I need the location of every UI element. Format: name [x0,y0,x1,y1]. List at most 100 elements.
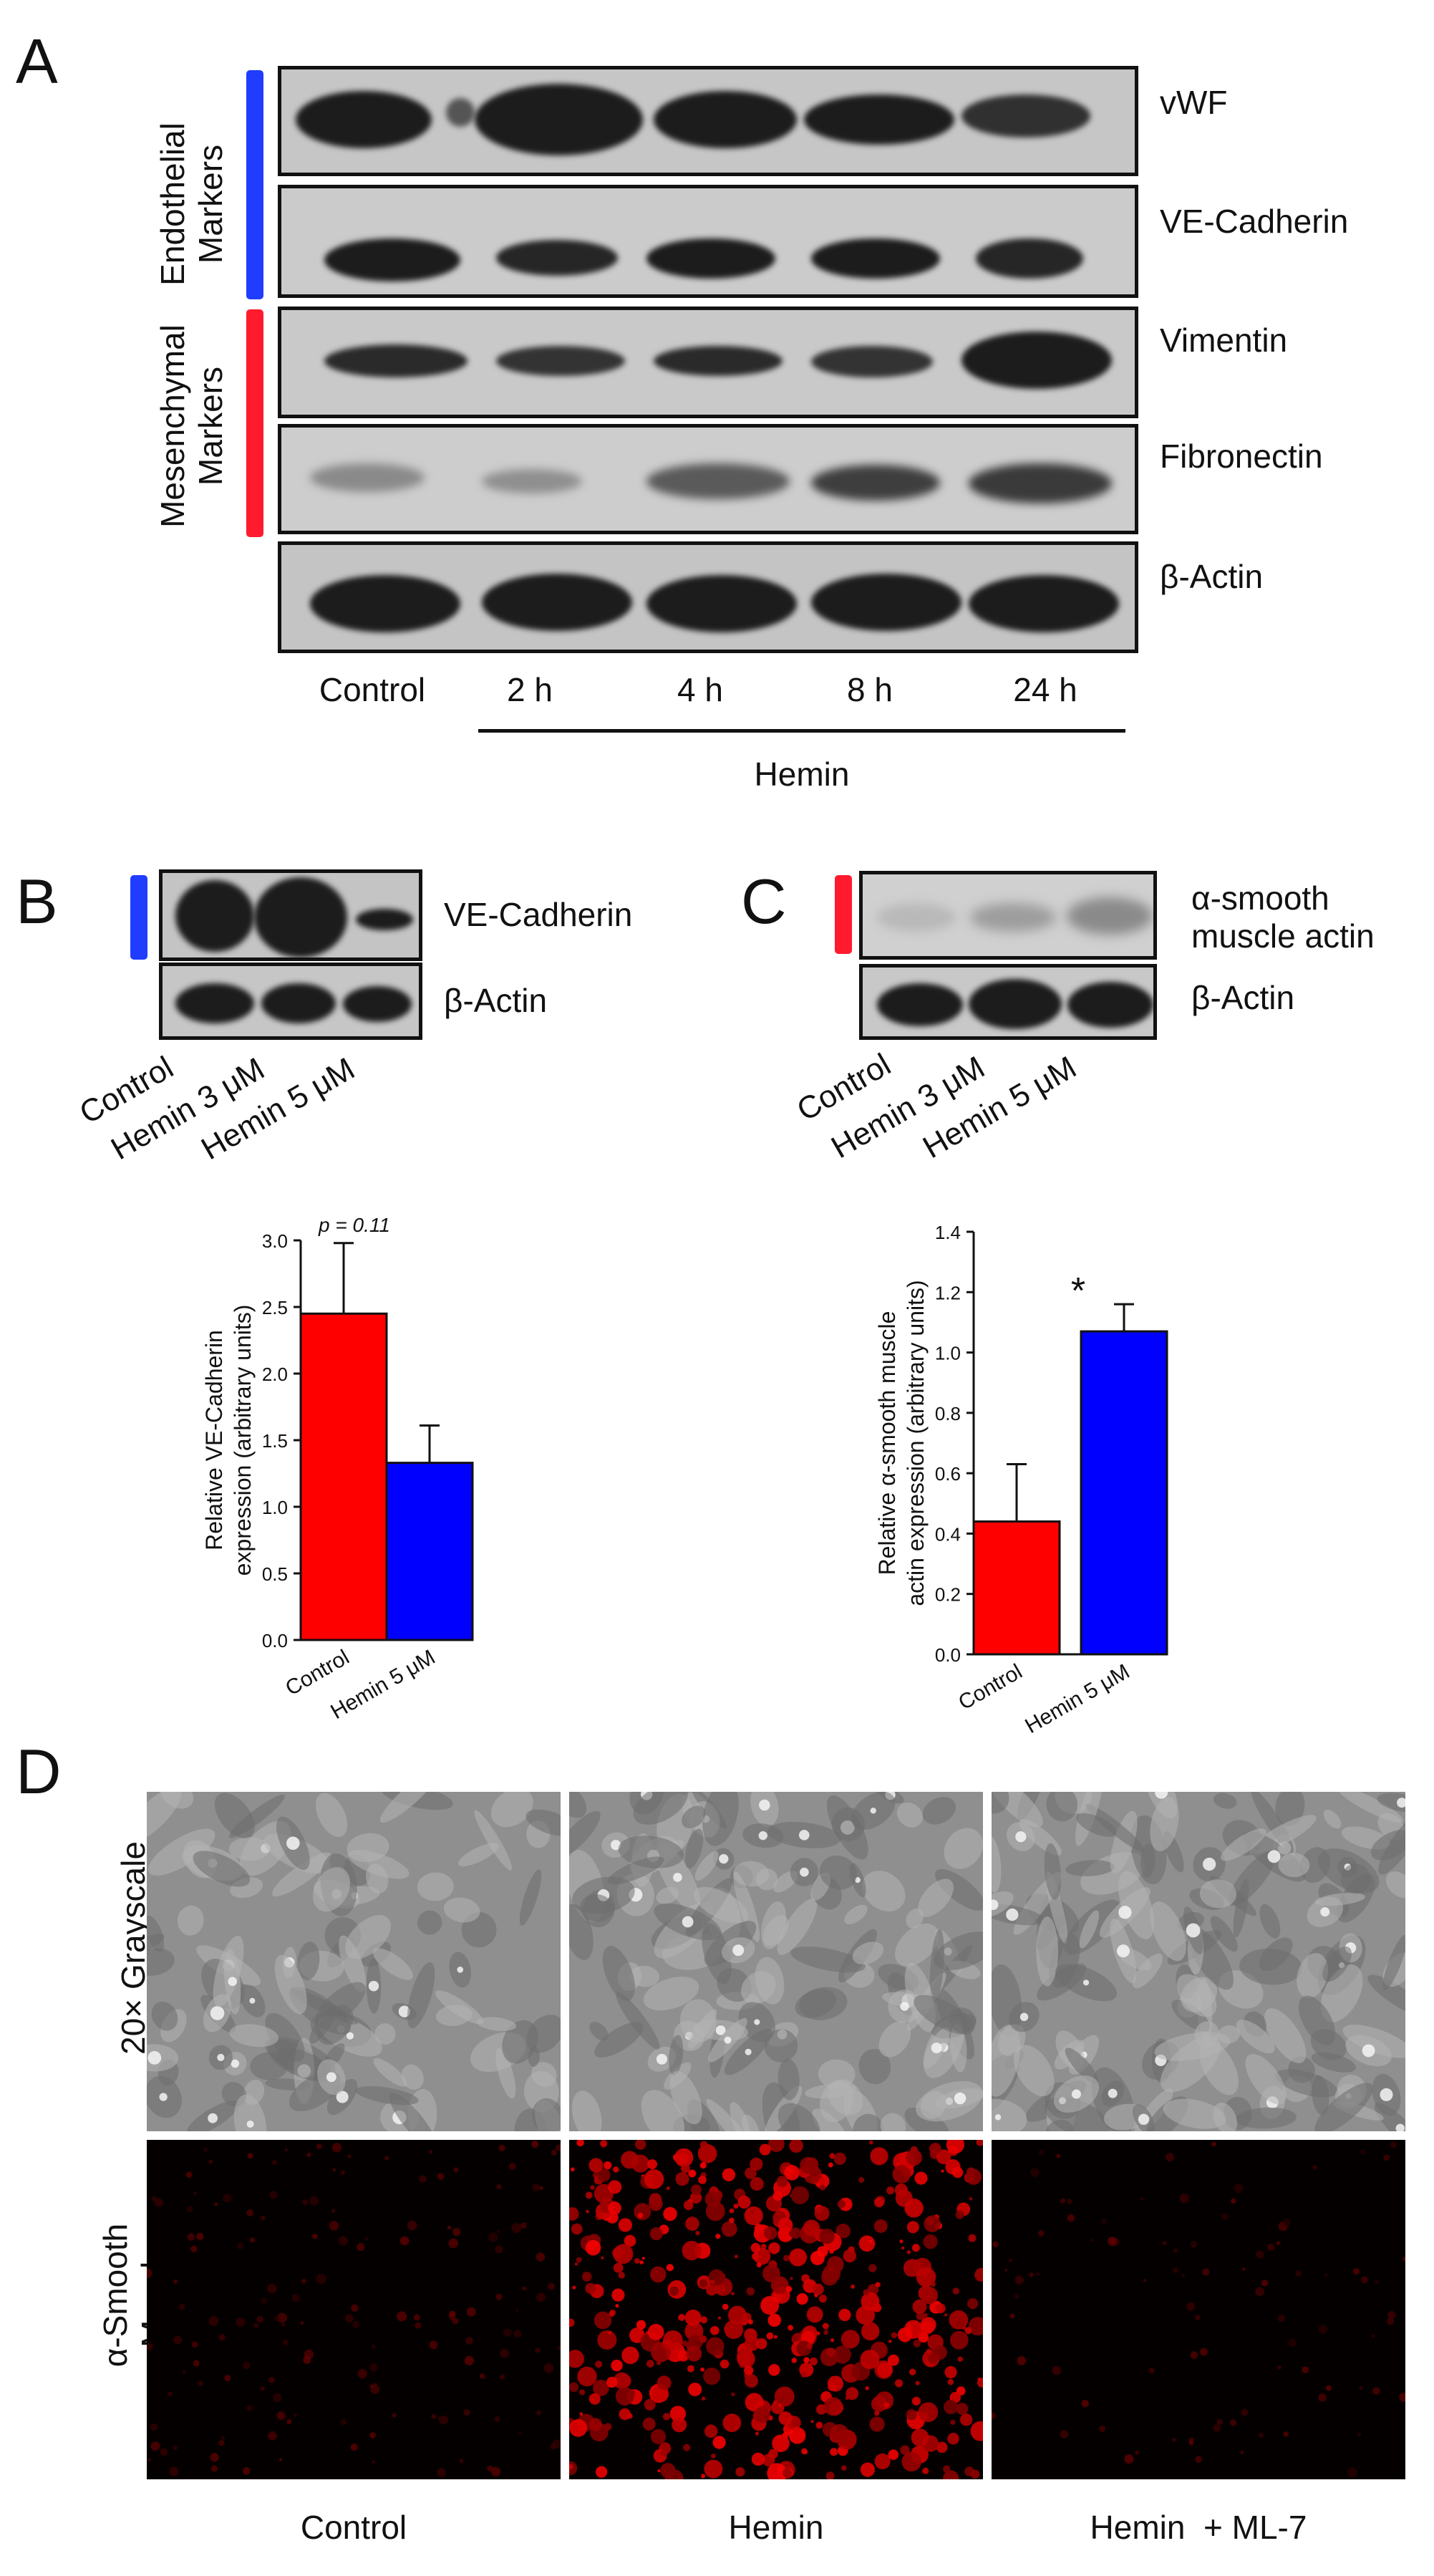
fluorescent-spot [915,2380,920,2386]
cell [1323,1809,1342,1829]
fluorescent-spot [173,2445,178,2451]
fluorescent-spot [569,2418,588,2437]
fluorescent-spot [1014,2275,1024,2285]
fluorescent-spot [699,2279,708,2288]
cell [755,1868,778,1891]
fluorescent-spot [721,2221,737,2237]
fluorescent-spot [495,2294,503,2300]
blot-band [654,346,783,376]
fluorescent-spot [892,2165,911,2184]
cell [1085,1803,1145,1853]
fluorescent-spot [340,2418,347,2426]
fluorescent-spot [911,2244,920,2252]
fluorescent-spot [911,2428,929,2447]
fluorescent-spot [789,2248,808,2267]
fluorescent-spot [720,2359,730,2369]
fluorescent-spot [281,2322,286,2327]
fluorescent-spot [500,2348,510,2358]
fluorescent-spot [710,2280,715,2285]
blot-band [646,238,775,279]
cell [992,1792,1043,1828]
fluorescent-spot [935,2303,946,2314]
fluorescent-spot [745,2167,757,2179]
fluorescent-spot [536,2252,546,2262]
fluorescent-spot [896,2161,901,2166]
fluorescent-spot [608,2180,622,2194]
bright-spot [1320,1907,1330,1917]
fluorescent-spot [1256,2250,1264,2259]
fluorescent-spot [585,2282,596,2295]
fluorescent-spot [331,2209,336,2213]
fluorescent-spot [572,2285,576,2290]
fluorescent-spot [1135,2451,1139,2455]
fluorescent-spot [956,2320,964,2328]
bar [385,1462,474,1641]
fluorescent-spot [969,2196,973,2201]
fluorescent-spot [1276,2241,1281,2246]
cell [372,1948,413,1980]
fluorescent-spot [809,2357,818,2365]
group-label-mesenchymal: Mesenchymal Markers [154,324,229,528]
blot-band [811,238,940,279]
blot-band [175,983,254,1023]
cell [366,1863,389,1894]
cell [795,1989,837,2018]
fluorescent-spot [1288,2338,1297,2348]
cell [1150,1797,1179,1851]
fluorescent-spot [1179,2193,1189,2204]
blot-band [969,575,1119,632]
cell [147,1915,165,1952]
fluorescent-spot [1312,2165,1317,2170]
fluorescent-spot [750,2210,755,2214]
cell [669,2070,702,2125]
fluorescent-spot [581,2272,592,2282]
blot-vimentin [278,307,1138,418]
fluorescent-spot [947,2432,959,2445]
fluorescent-spot [641,2257,645,2260]
bright-spot [1203,1857,1216,1871]
fluorescent-spot [837,2200,846,2209]
significance-annotation: * [1071,1270,1085,1312]
fluorescent-spot [819,2184,826,2191]
cell [193,1851,251,1887]
cell [1065,2047,1099,2084]
fluorescent-spot [861,2322,880,2341]
fluorescent-spot [399,2236,410,2246]
fluorescent-spot [1375,2280,1379,2284]
cell [1259,1904,1281,1939]
fluorescent-spot [243,2362,251,2370]
column-label-hemin-ml7: Hemin + ML-7 [1090,2509,1307,2546]
fluorescent-spot [701,2396,706,2401]
fluorescent-spot [860,2462,876,2477]
cell [594,2022,644,2058]
blot-band [969,463,1112,503]
fluorescent-spot [806,2343,813,2350]
cell [297,1941,320,1981]
fluorescent-spot [744,2364,749,2368]
cell [374,2023,396,2045]
fluorescent-spot [886,2186,895,2195]
fluorescent-spot [664,2469,684,2479]
fluorescent-spot [830,2338,835,2343]
fluorescent-spot [968,2317,983,2336]
fluorescent-spot [700,2316,708,2324]
fluorescent-spot [793,2426,800,2434]
fluorescent-spot [615,2387,634,2406]
fluorescent-spot [833,2152,846,2165]
cell [862,1871,906,1911]
fluorescent-spot [657,2469,661,2473]
fluorescent-spot [1399,2393,1405,2402]
fluorescent-spot [193,2191,198,2196]
fluorescent-spot [950,2330,969,2350]
cell [1340,1863,1371,1894]
fluorescent-spot [646,2159,658,2170]
cell [1199,1879,1236,1909]
cell [730,2102,752,2131]
panel-b-marker-ve-cadherin: VE-Cadherin [444,896,633,933]
blot-band [261,983,336,1023]
fluorescent-spot [331,2143,341,2153]
fluorescent-spot [459,2459,464,2464]
fluorescent-spot [608,2201,621,2215]
cell [633,1792,688,1825]
fluorescent-spot [357,2243,365,2252]
